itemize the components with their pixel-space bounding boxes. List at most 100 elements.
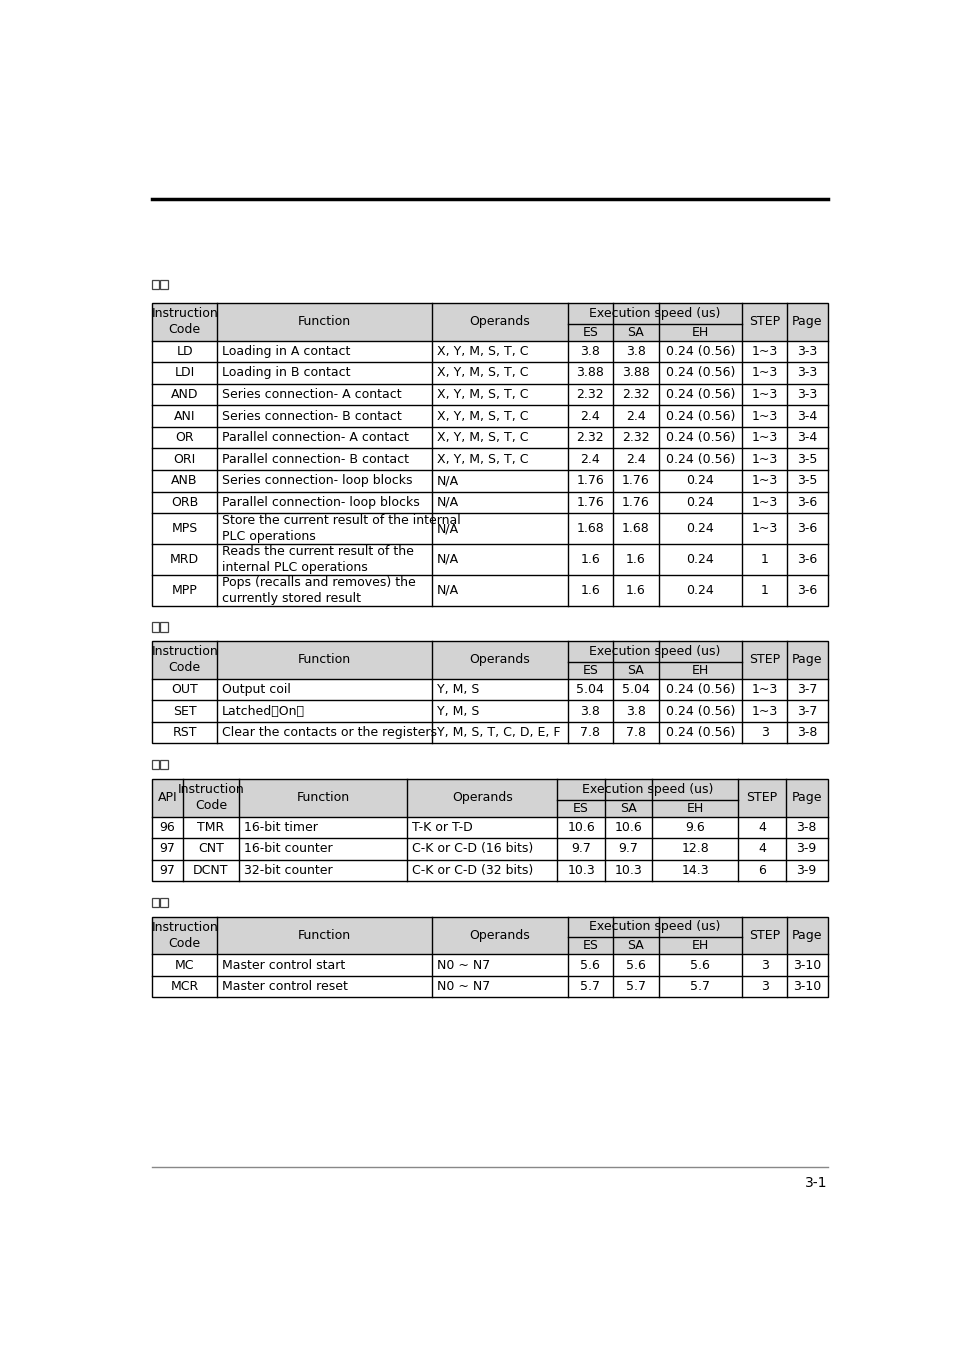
Text: 0.24 (0.56): 0.24 (0.56) bbox=[665, 726, 734, 738]
Text: 0.24 (0.56): 0.24 (0.56) bbox=[665, 366, 734, 379]
Bar bbox=[152, 641, 827, 744]
Text: 1~3: 1~3 bbox=[751, 495, 777, 509]
Bar bbox=[160, 760, 168, 770]
Bar bbox=[152, 679, 827, 744]
Text: 1.68: 1.68 bbox=[576, 522, 603, 535]
Text: 3-10: 3-10 bbox=[793, 980, 821, 994]
Text: 3-4: 3-4 bbox=[797, 431, 817, 444]
Text: 3-3: 3-3 bbox=[797, 344, 817, 358]
Text: 1: 1 bbox=[760, 583, 768, 597]
Text: X, Y, M, S, T, C: X, Y, M, S, T, C bbox=[436, 409, 528, 423]
Text: 1.6: 1.6 bbox=[579, 552, 599, 566]
Text: 1.6: 1.6 bbox=[625, 583, 645, 597]
Text: Function: Function bbox=[298, 653, 351, 667]
Bar bbox=[152, 641, 827, 679]
Text: Instruction
Code: Instruction Code bbox=[152, 645, 218, 674]
Text: Master control reset: Master control reset bbox=[222, 980, 348, 994]
Text: X, Y, M, S, T, C: X, Y, M, S, T, C bbox=[436, 387, 528, 401]
Bar bbox=[152, 302, 827, 606]
Text: OR: OR bbox=[175, 431, 193, 444]
Text: 2.4: 2.4 bbox=[579, 452, 599, 466]
Text: Function: Function bbox=[296, 791, 350, 805]
Text: 5.7: 5.7 bbox=[579, 980, 599, 994]
Text: 0.24: 0.24 bbox=[685, 495, 714, 509]
Text: 2.32: 2.32 bbox=[576, 431, 603, 444]
Text: T-K or T-D: T-K or T-D bbox=[412, 821, 473, 834]
Text: 97: 97 bbox=[159, 842, 175, 856]
Text: Parallel connection- B contact: Parallel connection- B contact bbox=[222, 452, 409, 466]
Text: 3-9: 3-9 bbox=[796, 842, 816, 856]
Text: API: API bbox=[157, 791, 177, 805]
Text: 3-6: 3-6 bbox=[797, 495, 817, 509]
Text: CNT: CNT bbox=[198, 842, 224, 856]
Text: Y, M, S, T, C, D, E, F: Y, M, S, T, C, D, E, F bbox=[436, 726, 559, 738]
Text: 5.7: 5.7 bbox=[690, 980, 709, 994]
Text: 3-8: 3-8 bbox=[796, 821, 816, 834]
Text: 2.4: 2.4 bbox=[579, 409, 599, 423]
Text: SET: SET bbox=[172, 705, 196, 717]
Text: 10.3: 10.3 bbox=[614, 864, 641, 878]
Text: 97: 97 bbox=[159, 864, 175, 878]
Text: 1: 1 bbox=[760, 552, 768, 566]
Text: TMR: TMR bbox=[197, 821, 224, 834]
Text: 1~3: 1~3 bbox=[751, 431, 777, 444]
Text: Execution speed (us): Execution speed (us) bbox=[588, 306, 720, 320]
Text: Output coil: Output coil bbox=[222, 683, 291, 697]
Text: 3-6: 3-6 bbox=[797, 522, 817, 535]
Text: Operands: Operands bbox=[469, 316, 530, 328]
Bar bbox=[152, 279, 159, 289]
Text: N/A: N/A bbox=[436, 522, 458, 535]
Text: MCR: MCR bbox=[171, 980, 198, 994]
Text: 5.04: 5.04 bbox=[621, 683, 649, 697]
Text: 9.6: 9.6 bbox=[684, 821, 704, 834]
Text: 1~3: 1~3 bbox=[751, 366, 777, 379]
Text: 14.3: 14.3 bbox=[680, 864, 708, 878]
Text: 3: 3 bbox=[760, 980, 768, 994]
Text: 9.7: 9.7 bbox=[571, 842, 591, 856]
Text: 96: 96 bbox=[159, 821, 175, 834]
Text: AND: AND bbox=[171, 387, 198, 401]
Text: 2.32: 2.32 bbox=[576, 387, 603, 401]
Text: ES: ES bbox=[582, 940, 598, 952]
Text: 5.04: 5.04 bbox=[576, 683, 603, 697]
Text: 6: 6 bbox=[758, 864, 765, 878]
Text: 5.6: 5.6 bbox=[625, 958, 645, 972]
Text: 3.88: 3.88 bbox=[576, 366, 603, 379]
Text: 2.32: 2.32 bbox=[621, 387, 649, 401]
Text: Page: Page bbox=[791, 929, 821, 942]
Text: 1.76: 1.76 bbox=[621, 474, 649, 487]
Text: N0 ~ N7: N0 ~ N7 bbox=[436, 958, 489, 972]
Text: 3-9: 3-9 bbox=[796, 864, 816, 878]
Text: N/A: N/A bbox=[436, 552, 458, 566]
Text: X, Y, M, S, T, C: X, Y, M, S, T, C bbox=[436, 366, 528, 379]
Text: 1~3: 1~3 bbox=[751, 705, 777, 717]
Text: Page: Page bbox=[791, 653, 821, 667]
Text: 2.4: 2.4 bbox=[625, 452, 645, 466]
Text: 10.3: 10.3 bbox=[567, 864, 595, 878]
Text: 1.6: 1.6 bbox=[579, 583, 599, 597]
Text: 0.24: 0.24 bbox=[685, 474, 714, 487]
Text: 3: 3 bbox=[760, 726, 768, 738]
Text: Series connection- A contact: Series connection- A contact bbox=[222, 387, 401, 401]
Text: 10.6: 10.6 bbox=[614, 821, 641, 834]
Text: ORB: ORB bbox=[171, 495, 198, 509]
Text: Instruction
Code: Instruction Code bbox=[152, 308, 218, 336]
Text: SA: SA bbox=[619, 802, 636, 814]
Text: 7.8: 7.8 bbox=[579, 726, 599, 738]
Text: 1.76: 1.76 bbox=[576, 495, 603, 509]
Bar bbox=[152, 779, 827, 882]
Text: 10.6: 10.6 bbox=[567, 821, 595, 834]
Text: 0.24 (0.56): 0.24 (0.56) bbox=[665, 705, 734, 717]
Text: Execution speed (us): Execution speed (us) bbox=[581, 783, 713, 795]
Text: 3-4: 3-4 bbox=[797, 409, 817, 423]
Text: 1~3: 1~3 bbox=[751, 683, 777, 697]
Text: DCNT: DCNT bbox=[193, 864, 229, 878]
Text: 3.8: 3.8 bbox=[625, 344, 645, 358]
Bar bbox=[152, 340, 827, 606]
Text: Loading in B contact: Loading in B contact bbox=[222, 366, 351, 379]
Text: 0.24 (0.56): 0.24 (0.56) bbox=[665, 431, 734, 444]
Text: 0.24: 0.24 bbox=[685, 552, 714, 566]
Bar bbox=[152, 302, 827, 340]
Text: N/A: N/A bbox=[436, 474, 458, 487]
Text: 0.24: 0.24 bbox=[685, 583, 714, 597]
